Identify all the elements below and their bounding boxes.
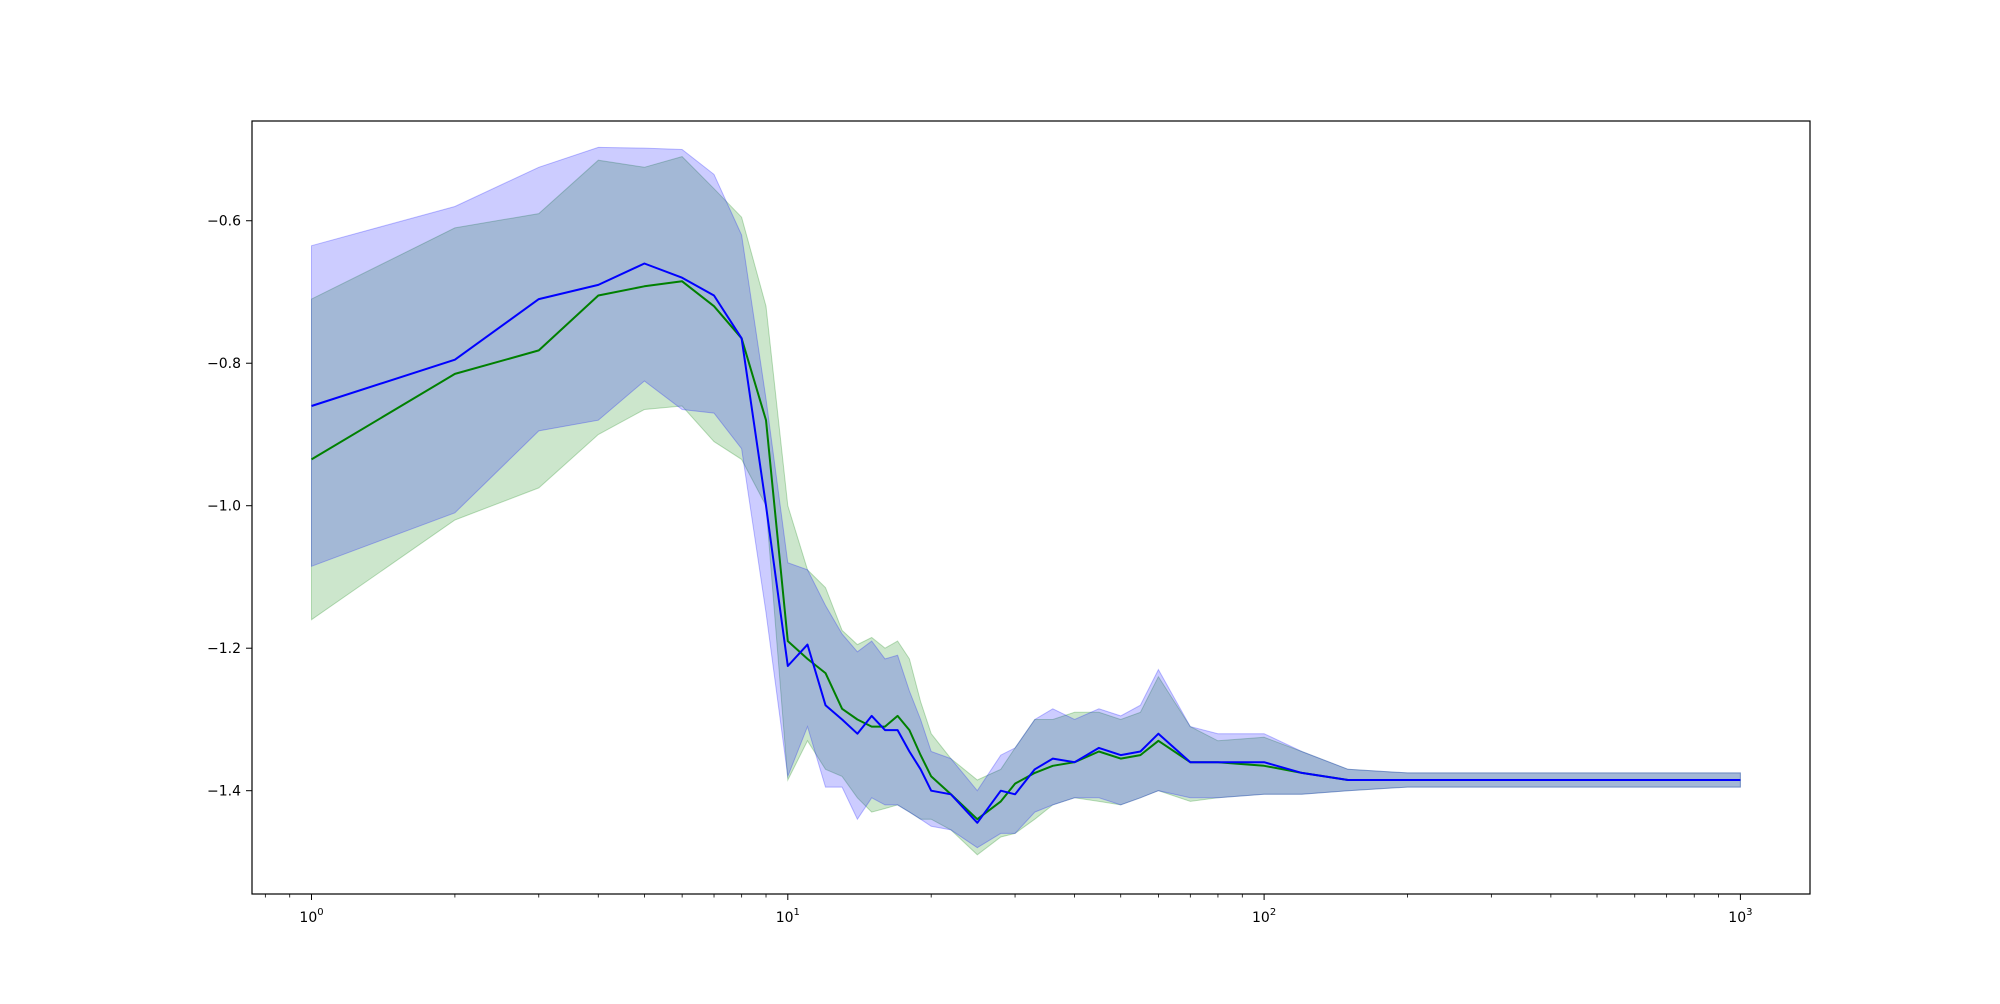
y-axis-ticks: −0.6 −0.8 −1.0 −1.2 −1.4 [207, 214, 252, 800]
x-tick-base: 10 [299, 910, 317, 926]
x-tick-label: 102 [1252, 907, 1276, 926]
series-lines [310, 262, 1741, 824]
x-tick-base: 10 [776, 910, 794, 926]
x-tick-exponent: 2 [1270, 907, 1276, 918]
x-tick-exponent: 3 [1746, 907, 1752, 918]
series-1-band [311, 146, 1741, 849]
confidence-bands [311, 146, 1741, 856]
x-tick-label: 103 [1728, 907, 1752, 926]
plot-frame [251, 120, 1811, 895]
y-tick-label: −0.8 [207, 356, 241, 372]
x-tick-base: 10 [1252, 910, 1270, 926]
series-1-line [311, 262, 1741, 824]
y-tick-label: −0.6 [207, 214, 241, 230]
y-tick-label: −1.0 [207, 499, 241, 515]
x-axis-ticks: 100 101 102 103 [264, 894, 1753, 926]
x-tick-label: 100 [299, 907, 323, 926]
x-tick-base: 10 [1728, 910, 1746, 926]
x-tick-label: 101 [776, 907, 800, 926]
x-tick-exponent: 0 [317, 907, 323, 918]
y-tick-label: −1.4 [207, 784, 241, 800]
y-tick-label: −1.2 [207, 641, 241, 657]
x-tick-exponent: 1 [794, 907, 800, 918]
series-0-band [311, 156, 1741, 856]
